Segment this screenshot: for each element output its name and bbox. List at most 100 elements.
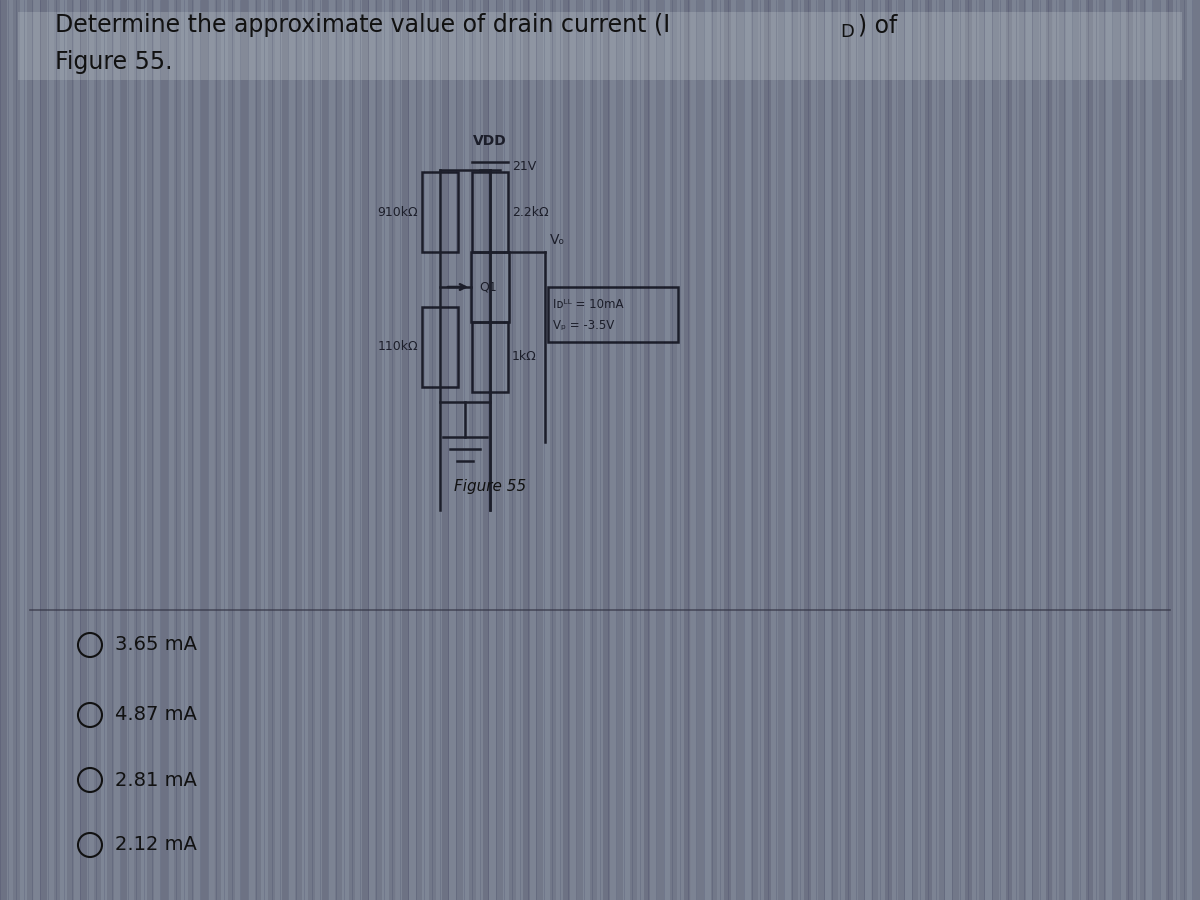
Bar	[764, 0, 770, 900]
Bar	[282, 0, 288, 900]
Bar	[94, 0, 101, 900]
Bar	[548, 287, 678, 342]
Bar	[148, 0, 154, 900]
Bar	[1112, 0, 1120, 900]
Bar	[1060, 0, 1066, 900]
Bar	[596, 0, 604, 900]
Bar	[671, 0, 677, 900]
Bar	[838, 0, 845, 900]
Bar	[1086, 0, 1093, 900]
Bar	[1066, 0, 1073, 900]
Bar	[235, 0, 241, 900]
Bar	[985, 0, 992, 900]
Bar	[496, 0, 503, 900]
Bar	[1019, 0, 1026, 900]
Bar	[637, 0, 643, 900]
Bar	[918, 0, 925, 900]
Bar	[925, 0, 932, 900]
Bar	[1046, 0, 1052, 900]
Bar	[576, 0, 583, 900]
Bar	[1006, 0, 1013, 900]
Bar	[7, 0, 13, 900]
Bar	[798, 0, 804, 900]
Bar	[121, 0, 127, 900]
Bar	[13, 0, 20, 900]
Bar	[884, 0, 892, 900]
Bar	[643, 0, 650, 900]
Bar	[690, 0, 697, 900]
Bar	[516, 0, 523, 900]
Text: 21V: 21V	[512, 159, 536, 173]
Bar	[932, 0, 938, 900]
Bar	[221, 0, 228, 900]
Bar	[0, 0, 7, 900]
Bar	[664, 0, 671, 900]
Bar	[590, 0, 596, 900]
Bar	[308, 0, 316, 900]
Bar	[316, 0, 322, 900]
Bar	[1013, 0, 1019, 900]
Bar	[563, 0, 570, 900]
Text: Q1: Q1	[479, 281, 497, 293]
Text: D: D	[840, 23, 854, 41]
Bar	[1093, 0, 1099, 900]
Bar	[1166, 0, 1174, 900]
Bar	[738, 0, 744, 900]
Bar	[409, 0, 415, 900]
Bar	[731, 0, 737, 900]
Bar	[751, 0, 757, 900]
Bar	[469, 0, 476, 900]
Bar	[140, 0, 148, 900]
Bar	[355, 0, 362, 900]
Bar	[20, 0, 26, 900]
Bar	[791, 0, 798, 900]
Bar	[88, 0, 94, 900]
Bar	[67, 0, 73, 900]
Bar	[187, 0, 194, 900]
Bar	[557, 0, 563, 900]
Bar	[1193, 0, 1200, 900]
Bar	[342, 0, 348, 900]
Bar	[1180, 0, 1187, 900]
Bar	[462, 0, 469, 900]
Bar	[476, 0, 482, 900]
Bar	[824, 0, 832, 900]
Bar	[262, 0, 268, 900]
Bar	[604, 0, 610, 900]
Bar	[422, 307, 458, 387]
Text: ) of: ) of	[858, 13, 898, 37]
Bar	[770, 0, 778, 900]
Bar	[335, 0, 342, 900]
Bar	[472, 322, 508, 392]
Text: 2.12 mA: 2.12 mA	[115, 835, 197, 854]
Bar	[389, 0, 396, 900]
Bar	[449, 0, 456, 900]
Bar	[26, 0, 34, 900]
Bar	[992, 0, 998, 900]
Bar	[811, 0, 818, 900]
Bar	[979, 0, 985, 900]
Bar	[610, 0, 617, 900]
Bar	[268, 0, 275, 900]
Bar	[228, 0, 234, 900]
Bar	[430, 0, 436, 900]
Bar	[161, 0, 168, 900]
Bar	[154, 0, 161, 900]
Bar	[650, 0, 656, 900]
Bar	[436, 0, 443, 900]
Bar	[80, 0, 88, 900]
Bar	[322, 0, 329, 900]
Bar	[677, 0, 684, 900]
Bar	[202, 0, 208, 900]
Bar	[871, 0, 878, 900]
Bar	[41, 0, 47, 900]
Bar	[710, 0, 718, 900]
Bar	[73, 0, 80, 900]
Bar	[368, 0, 376, 900]
Bar	[101, 0, 107, 900]
Bar	[1146, 0, 1153, 900]
Bar	[972, 0, 979, 900]
Bar	[47, 0, 54, 900]
Bar	[301, 0, 308, 900]
Bar	[181, 0, 187, 900]
